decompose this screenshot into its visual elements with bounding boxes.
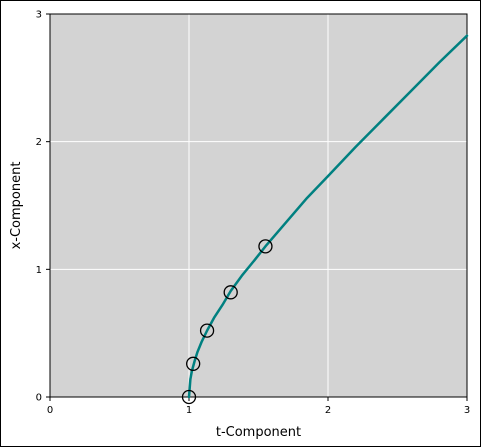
data-point-marker [258, 239, 273, 254]
y-tick-label: 0 [36, 393, 42, 404]
x-tick-label: 3 [464, 405, 470, 416]
marker-layer [181, 239, 273, 405]
x-tick-label: 1 [186, 405, 192, 416]
y-tick-label: 1 [36, 265, 42, 276]
x-tick-label: 2 [325, 405, 331, 416]
data-point-marker [223, 285, 238, 300]
axes: 0 1 2 3 0 1 2 3 [36, 10, 471, 417]
axes-border [49, 13, 468, 398]
y-tick-label: 2 [36, 137, 42, 148]
plot-area [50, 14, 467, 397]
data-point-marker [186, 356, 201, 371]
y-axis-label: x-Component [9, 162, 24, 250]
x-tick-label: 0 [47, 405, 53, 416]
data-point-marker [181, 389, 197, 405]
x-axis-label: t-Component [216, 425, 301, 440]
y-tick-label: 3 [36, 10, 42, 21]
data-point-marker [199, 323, 215, 338]
